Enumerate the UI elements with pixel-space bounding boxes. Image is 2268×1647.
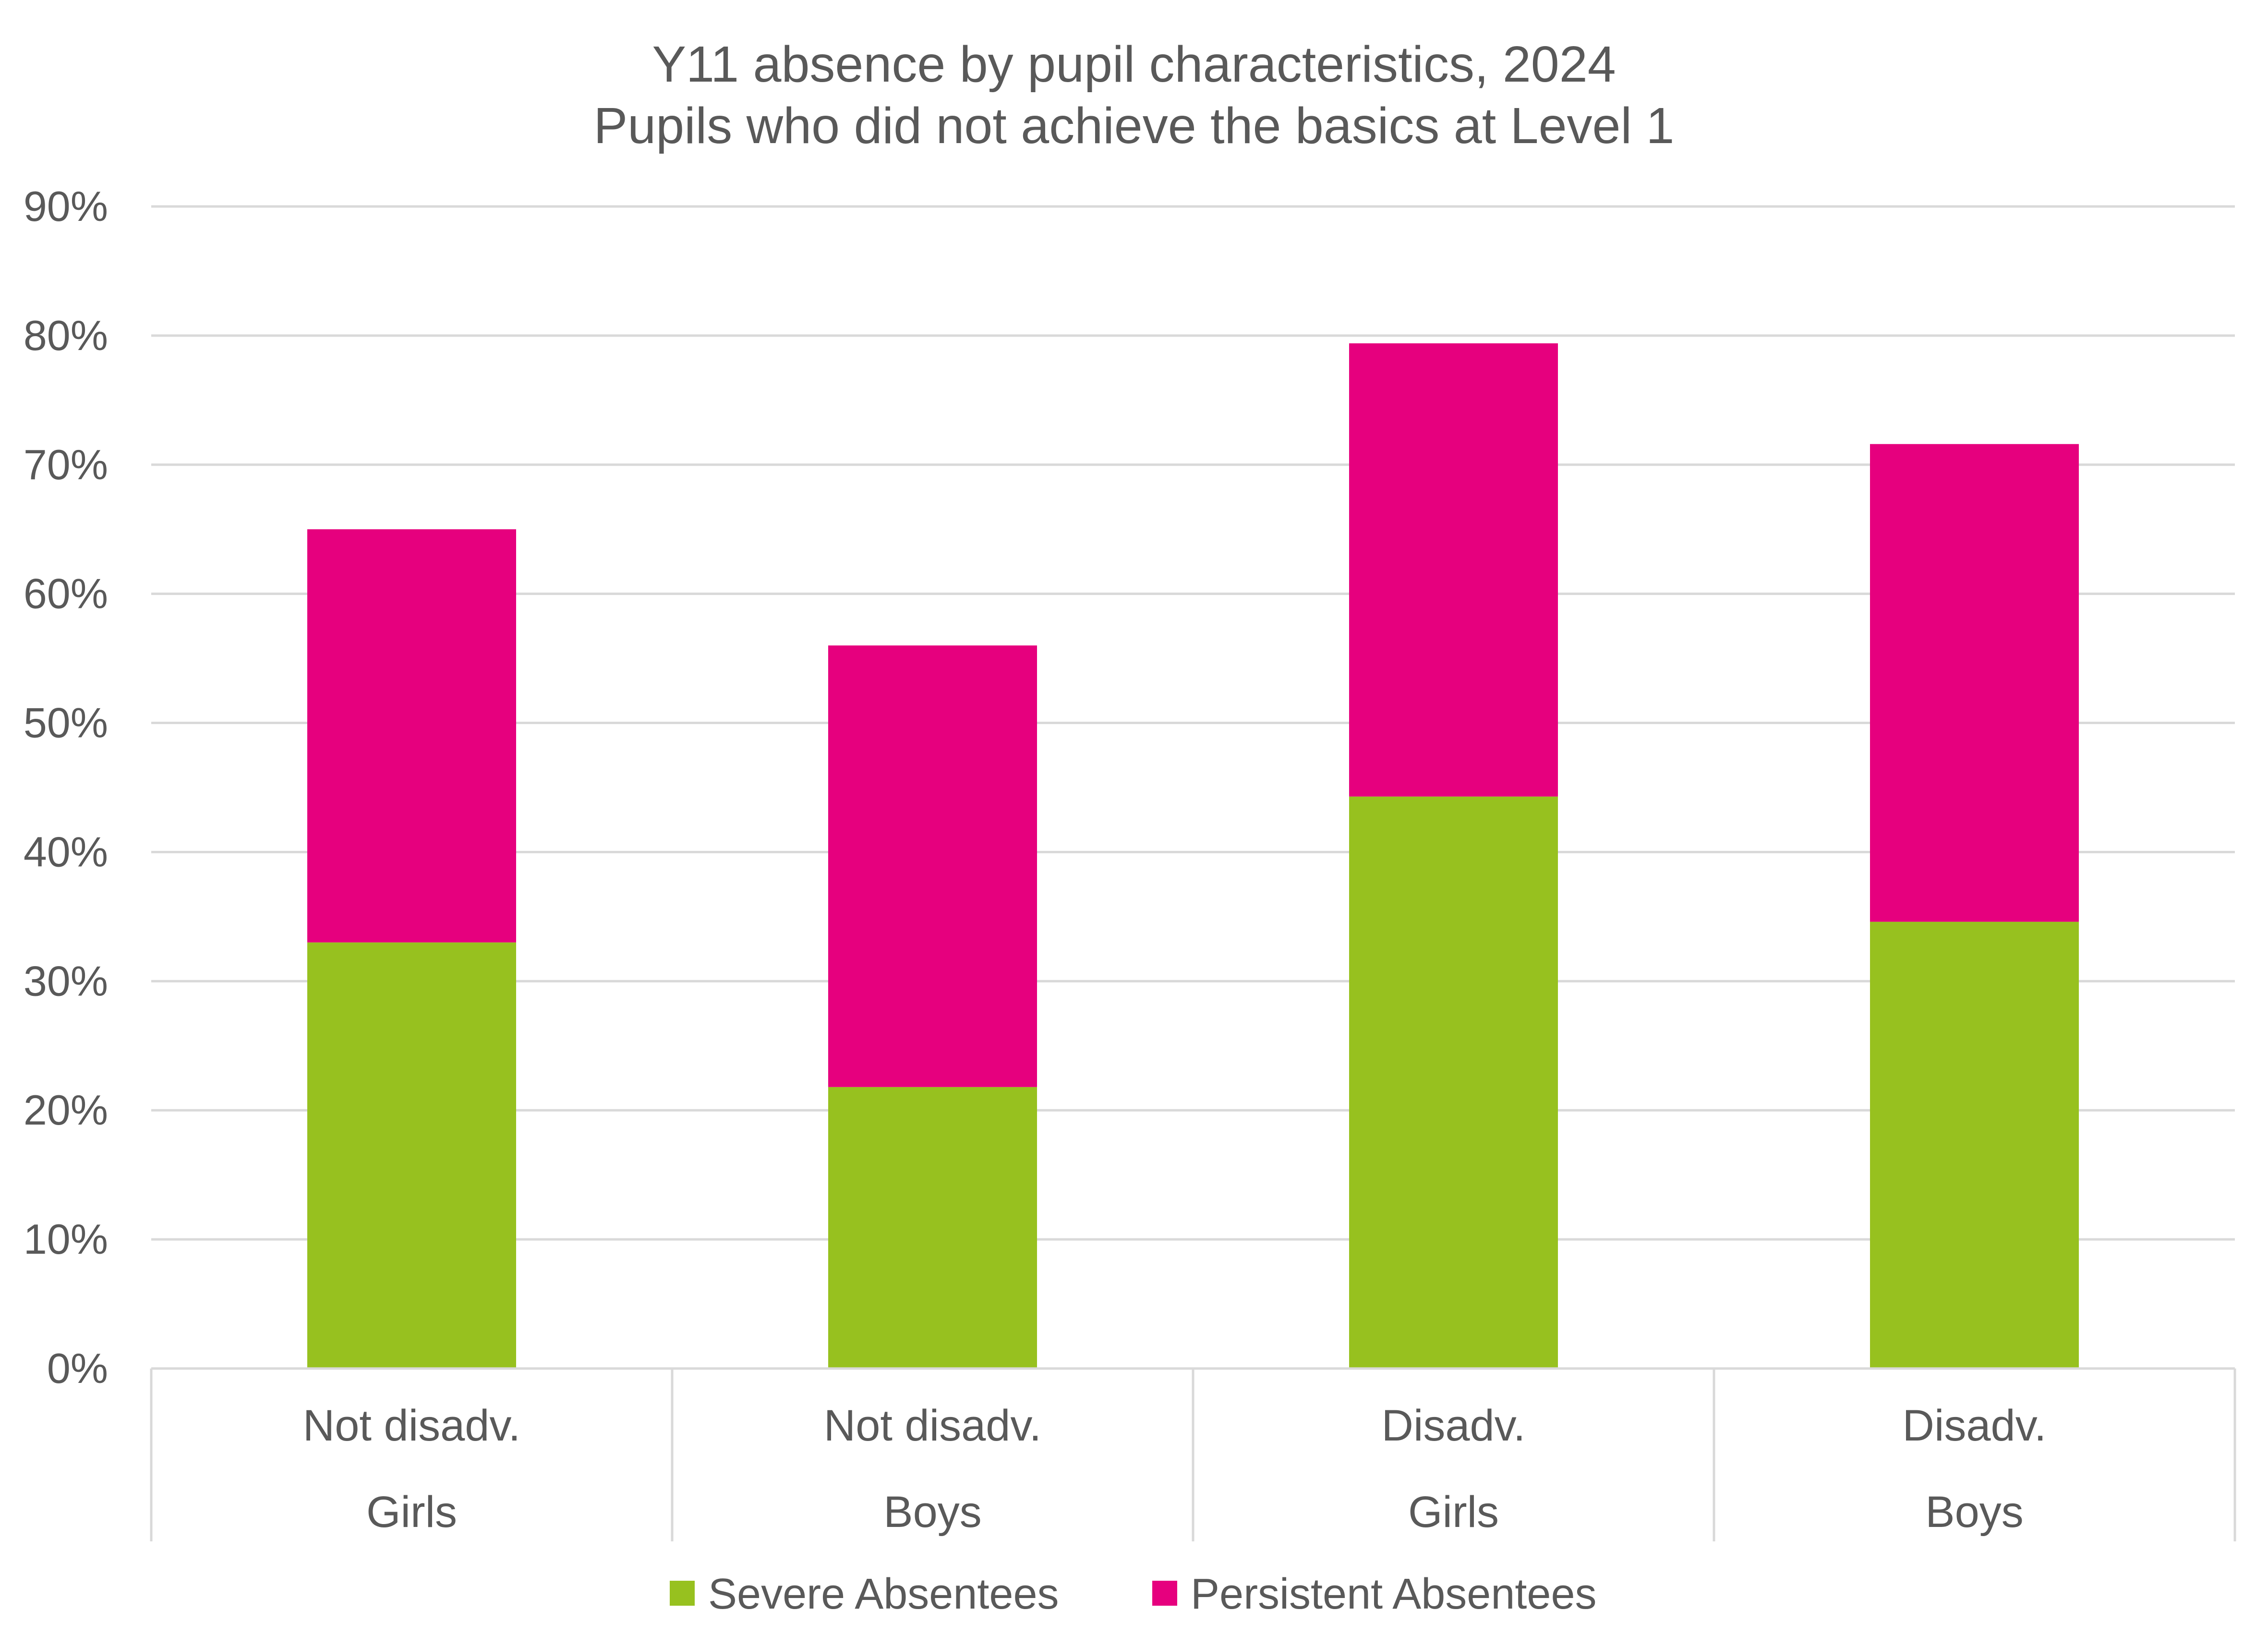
bar-segment-severe <box>1349 796 1558 1368</box>
bar-segment-severe <box>307 942 516 1368</box>
legend-label: Severe Absentees <box>708 1570 1059 1618</box>
bar-segment-severe <box>1870 921 2079 1368</box>
y-tick-label: 20% <box>24 1086 108 1134</box>
category-group-label: Disadv. <box>1382 1401 1526 1450</box>
bar-segment-persistent <box>307 529 516 943</box>
chart-subtitle: Pupils who did not achieve the basics at… <box>594 97 1675 154</box>
category-sub-label: Boys <box>883 1488 982 1537</box>
chart-title: Y11 absence by pupil characteristics, 20… <box>652 36 1616 93</box>
legend-swatch <box>1152 1581 1177 1606</box>
category-sub-label: Girls <box>1408 1488 1499 1537</box>
y-tick-label: 60% <box>24 570 108 618</box>
y-tick-label: 0% <box>47 1344 108 1392</box>
bar-segment-persistent <box>828 645 1037 1087</box>
legend: Severe Absentees Persistent Absentees <box>670 1570 1597 1618</box>
bar-segment-severe <box>828 1087 1037 1368</box>
category-group-label: Not disadv. <box>824 1401 1041 1450</box>
bar-segment-persistent <box>1870 444 2079 922</box>
y-axis-ticks: 0% 10% 20% 30% 40% 50% 60% 70% 80% 90% <box>24 182 108 1392</box>
bar-segment-persistent <box>1349 343 1558 797</box>
x-axis: Not disadv. Girls Not disadv. Boys Disadv. Gi… <box>150 1367 2236 1541</box>
category-group-label: Not disadv. <box>303 1401 520 1450</box>
y-tick-label: 40% <box>24 828 108 875</box>
y-tick-label: 50% <box>24 699 108 747</box>
category-sub-label: Girls <box>366 1488 457 1537</box>
legend-swatch <box>670 1581 695 1606</box>
category-sub-label: Boys <box>1925 1488 2024 1537</box>
legend-label: Persistent Absentees <box>1191 1570 1597 1618</box>
y-tick-label: 70% <box>24 441 108 488</box>
y-tick-label: 90% <box>24 182 108 230</box>
y-tick-label: 80% <box>24 312 108 359</box>
bars <box>307 343 2079 1368</box>
y-tick-label: 30% <box>24 957 108 1005</box>
category-group-label: Disadv. <box>1903 1401 2047 1450</box>
y-tick-label: 10% <box>24 1215 108 1263</box>
